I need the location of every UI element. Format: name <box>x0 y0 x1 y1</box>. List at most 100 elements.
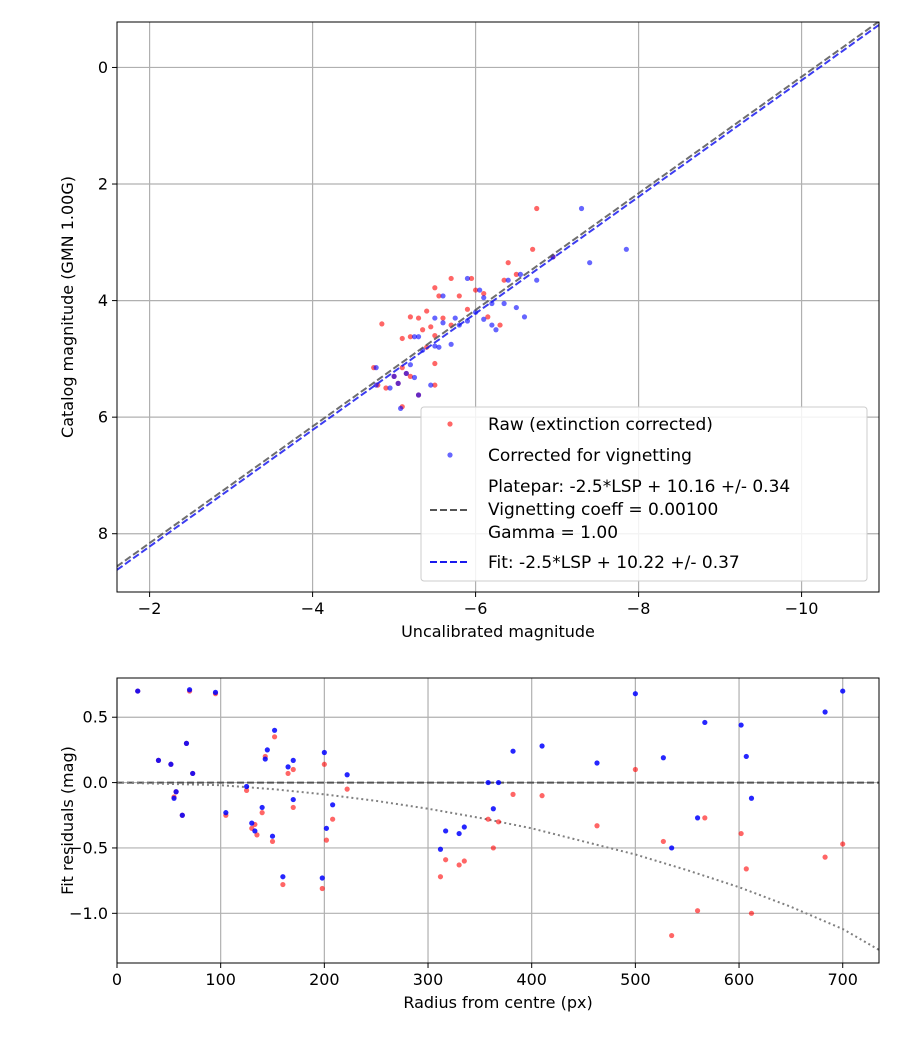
legend-platepar-label: Platepar: -2.5*LSP + 10.16 +/- 0.34 <box>488 477 790 497</box>
raw-series <box>371 205 556 410</box>
corrected-point <box>403 370 409 377</box>
corrected-residual-point <box>319 875 325 881</box>
raw-point <box>428 324 434 330</box>
corrected-residual-point <box>743 753 749 760</box>
legend-corrected-marker <box>447 452 453 458</box>
raw-point <box>513 271 519 277</box>
raw-point <box>440 315 446 321</box>
raw-point <box>399 335 405 342</box>
raw-point <box>407 314 413 320</box>
corrected-point <box>513 304 519 311</box>
corrected-point <box>407 362 413 368</box>
raw-point <box>468 275 475 282</box>
corrected-residual-point <box>443 828 449 834</box>
x-tick-label: 300 <box>413 970 444 989</box>
raw-residual-point <box>822 854 828 860</box>
corrected-point <box>373 365 379 371</box>
corrected-point <box>623 246 629 252</box>
corrected-point <box>452 315 458 321</box>
corrected-residual-point <box>252 828 258 834</box>
raw-point <box>424 308 430 314</box>
legend-raw-label: Raw (extinction corrected) <box>488 415 713 435</box>
corrected-residual-point <box>694 815 701 821</box>
vignetting-curve <box>117 781 879 951</box>
corrected-residual-point <box>135 688 141 694</box>
y-tick-label: 6 <box>98 408 108 427</box>
raw-point <box>501 277 507 283</box>
raw-residual-point <box>738 830 744 837</box>
corrected-point <box>395 380 401 386</box>
legend-corrected-label: Corrected for vignetting <box>488 446 692 466</box>
corrected-residual-point <box>290 757 296 763</box>
corrected-residual-point <box>264 747 270 753</box>
x-tick-label: −10 <box>785 599 819 618</box>
raw-point <box>530 246 536 252</box>
corrected-residual-point <box>669 845 675 851</box>
raw-point <box>456 293 462 299</box>
raw-residual-point <box>456 862 462 868</box>
raw-point <box>420 327 426 333</box>
corrected-point <box>587 260 593 266</box>
corrected-point <box>517 271 524 277</box>
corrected-residual-point <box>171 795 177 801</box>
raw-residual-point <box>290 766 296 773</box>
corrected-residual-point <box>330 802 336 808</box>
legend-raw-marker <box>447 421 453 427</box>
raw-residual-point <box>280 881 286 888</box>
corrected-point <box>505 277 511 283</box>
y-axis-label: Catalog magnitude (GMN 1.00G) <box>58 176 77 438</box>
corrected-point <box>440 320 446 326</box>
raw-point <box>481 290 487 297</box>
corrected-point <box>411 334 418 340</box>
x-axis-label: Radius from centre (px) <box>403 993 592 1012</box>
raw-point <box>485 314 491 320</box>
raw-residual-point <box>461 858 467 864</box>
legend: Raw (extinction corrected) Corrected for … <box>420 406 868 582</box>
corrected-series <box>373 205 629 412</box>
corrected-point <box>415 392 422 398</box>
raw-point <box>379 321 385 327</box>
raw-residual-point <box>254 832 260 838</box>
corrected-residual-point <box>243 783 250 790</box>
x-tick-label: −4 <box>301 599 325 618</box>
raw-residual-point <box>321 761 327 767</box>
raw-residual-point <box>632 766 638 773</box>
y-tick-label: −0.5 <box>69 838 108 857</box>
x-tick-label: 400 <box>516 970 547 989</box>
raw-residual-point <box>319 885 325 892</box>
corrected-residual-point <box>323 825 330 831</box>
raw-residual-point <box>269 838 276 845</box>
raw-residual-point <box>748 910 755 916</box>
x-axis-label: Uncalibrated magnitude <box>401 622 595 641</box>
corrected-residual-point <box>262 756 268 762</box>
corrected-point <box>489 322 495 328</box>
corrected-residual-point <box>190 770 196 777</box>
plot-area <box>117 22 879 572</box>
corrected-residual-point <box>179 812 185 818</box>
corrected-residual-point <box>456 830 462 837</box>
corrected-point <box>477 287 483 293</box>
raw-residual-point <box>437 874 444 880</box>
corrected-residual-point <box>660 755 666 761</box>
plot-area <box>117 687 879 951</box>
raw-residual-point <box>495 819 502 825</box>
legend-fit-label: Fit: -2.5*LSP + 10.22 +/- 0.37 <box>488 553 740 573</box>
corrected-residual-point <box>285 764 291 770</box>
raw-residual-point <box>330 816 336 822</box>
raw-point <box>448 275 454 282</box>
corrected-point <box>464 318 471 324</box>
x-tick-label: 0 <box>112 970 122 989</box>
corrected-point <box>501 300 507 307</box>
corrected-residual-point <box>280 874 286 880</box>
raw-point <box>407 334 413 340</box>
corrected-residual-point <box>259 804 265 811</box>
raw-residual-point <box>594 823 600 829</box>
raw-residual-point <box>271 734 278 740</box>
corrected-residual-point <box>437 846 444 852</box>
x-tick-label: 100 <box>205 970 236 989</box>
raw-residual-point <box>323 837 330 843</box>
raw-residual-point <box>743 866 749 872</box>
raw-point <box>432 332 438 339</box>
corrected-point <box>432 343 438 349</box>
